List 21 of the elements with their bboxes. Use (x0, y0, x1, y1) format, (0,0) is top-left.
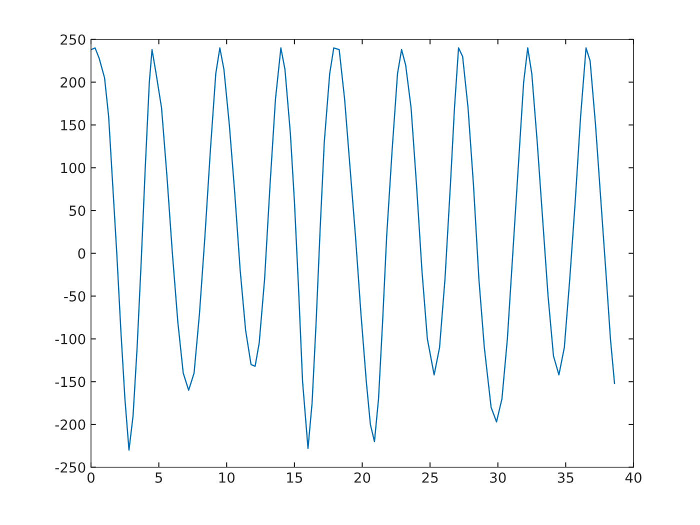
y-tick-label: -200 (55, 419, 86, 430)
y-tick-label: 100 (61, 162, 86, 174)
x-tick-label: 5 (155, 472, 162, 483)
x-tick-label: 15 (287, 472, 302, 483)
x-tick-label: 20 (354, 472, 370, 483)
y-tick-label: -150 (55, 376, 86, 388)
y-tick-label: -50 (64, 291, 86, 302)
x-tick-label: 10 (219, 472, 235, 483)
x-tick-label: 30 (490, 472, 506, 483)
y-tick-label: 250 (60, 34, 86, 45)
x-tick-label: 35 (558, 472, 574, 483)
x-tick-label: 40 (625, 472, 642, 483)
x-tick-label: 25 (422, 472, 438, 483)
x-tick-label: 0 (87, 472, 94, 483)
y-tick-label: -250 (55, 462, 86, 473)
y-tick-label: 150 (61, 120, 86, 130)
y-tick-label: 0 (78, 248, 86, 259)
y-tick-label: 200 (60, 77, 86, 88)
line-series (91, 47, 616, 451)
y-tick-label: 50 (70, 205, 86, 216)
y-tick-label: -100 (55, 334, 86, 344)
